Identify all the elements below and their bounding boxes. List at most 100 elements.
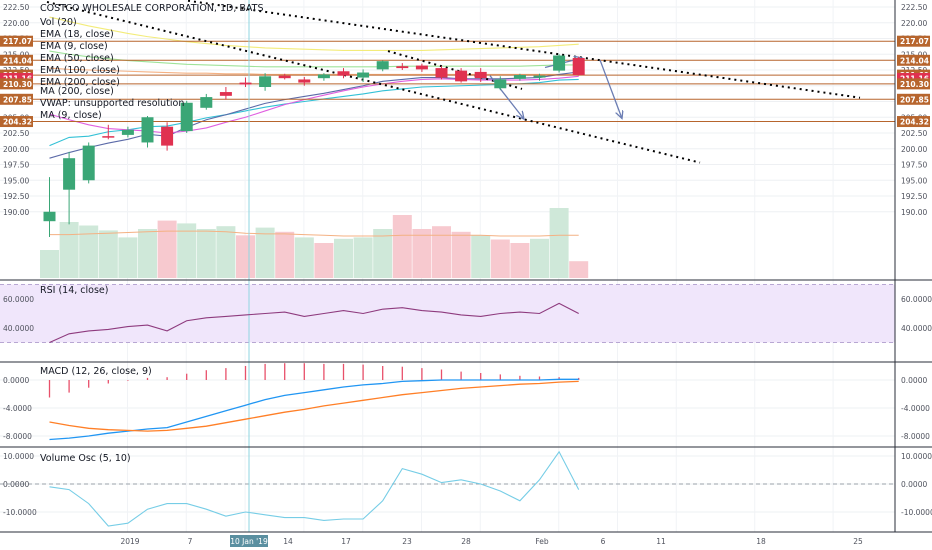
candle-body bbox=[200, 97, 213, 108]
ema-18-line bbox=[49, 78, 579, 147]
price-tick-left: 195.00 bbox=[3, 176, 29, 185]
price-tick-left: 222.50 bbox=[3, 3, 29, 12]
time-axis[interactable]: 2019 7 10 Jan '19 14 17 23 28 Feb 6 11 18 25 bbox=[120, 535, 863, 547]
price-marker-bg bbox=[897, 93, 930, 105]
candle-body bbox=[63, 158, 76, 190]
volume-bar bbox=[196, 229, 216, 278]
price-marker-bg bbox=[0, 78, 33, 90]
trend-line-upper[interactable] bbox=[187, 0, 861, 99]
volume-bar bbox=[118, 237, 138, 278]
price-marker-value: 217.07 bbox=[900, 37, 929, 46]
candle-body bbox=[494, 79, 507, 89]
volume-osc-label: Volume Osc (5, 10) bbox=[40, 453, 131, 464]
ema-100-line bbox=[49, 16, 579, 52]
price-marker-value: 214.04 bbox=[3, 56, 32, 65]
candle-body bbox=[553, 55, 566, 71]
price-tick-left: 202.50 bbox=[3, 129, 29, 138]
price-marker-bg bbox=[0, 116, 33, 128]
price-marker-bg bbox=[897, 35, 930, 47]
price-marker-bg bbox=[897, 54, 930, 66]
price-marker-value: 204.32 bbox=[900, 118, 929, 127]
macd-signal-line bbox=[49, 380, 579, 432]
price-axis[interactable]: 222.50222.50220.00220.00217.50217.50215.… bbox=[0, 3, 932, 517]
ema-9-line bbox=[49, 71, 579, 159]
volume-osc-line bbox=[49, 450, 580, 527]
price-tick-right: 192.50 bbox=[901, 192, 927, 201]
volume-bar bbox=[353, 237, 373, 278]
macd-tick-right: 0.0000 bbox=[901, 376, 927, 385]
price-marker-right: 204.32 bbox=[897, 116, 930, 128]
candle-body bbox=[415, 65, 428, 70]
legend-item: EMA (50, close) bbox=[40, 53, 114, 64]
rsi-tick-right: 40.0000 bbox=[901, 324, 932, 333]
candle-body bbox=[435, 68, 448, 78]
pane-separators[interactable] bbox=[0, 0, 932, 533]
candle-body bbox=[357, 72, 370, 78]
date-label: 6 bbox=[601, 537, 606, 546]
ma-200-line bbox=[49, 67, 579, 75]
volume-bar bbox=[373, 229, 393, 278]
candles bbox=[43, 54, 585, 237]
legend-item: MA (200, close) bbox=[40, 86, 114, 97]
price-tick-left: 192.50 bbox=[3, 192, 29, 201]
price-tick-left: 190.00 bbox=[3, 208, 29, 217]
price-tick-right: 190.00 bbox=[901, 208, 927, 217]
date-label: 25 bbox=[853, 537, 863, 546]
volume-bar bbox=[510, 243, 530, 278]
price-marker-bg bbox=[0, 54, 33, 66]
indicator-lines bbox=[48, 302, 580, 527]
volume-bar bbox=[255, 227, 275, 278]
price-marker-value: 204.32 bbox=[3, 118, 32, 127]
rsi-tick-left: 60.0000 bbox=[3, 295, 34, 304]
price-marker-bg bbox=[897, 78, 930, 90]
price-marker-value: 210.30 bbox=[900, 80, 929, 89]
ema-50-line bbox=[49, 50, 579, 68]
candle-body bbox=[259, 76, 272, 88]
volume-bar bbox=[40, 250, 59, 278]
volume-bar bbox=[157, 220, 177, 278]
volume-bar bbox=[216, 226, 236, 278]
rsi-band-fill bbox=[0, 284, 895, 343]
price-marker-right: 207.85 bbox=[897, 93, 930, 105]
moving-averages bbox=[49, 16, 579, 159]
macd-line bbox=[49, 378, 579, 441]
price-marker-value: 210.30 bbox=[3, 80, 32, 89]
price-tick-right: 222.50 bbox=[901, 3, 927, 12]
macd-tick-right: -4.0000 bbox=[901, 404, 930, 413]
candle-body bbox=[298, 79, 311, 83]
vosc-tick-right: -10.0000 bbox=[901, 508, 932, 517]
price-marker-left: 217.07 bbox=[0, 35, 33, 47]
legend-item: MA (9, close) bbox=[40, 110, 102, 121]
date-label: 17 bbox=[341, 537, 351, 546]
legend-title: COSTCO WHOLESALE CORPORATION, 1D, BATS bbox=[40, 3, 263, 14]
candle-body bbox=[396, 66, 409, 69]
price-marker-left: 204.32 bbox=[0, 116, 33, 128]
price-marker-left: 214.04 bbox=[0, 54, 33, 66]
candle-body bbox=[43, 211, 56, 222]
volume-bar bbox=[275, 231, 295, 278]
macd-tick-left: -8.0000 bbox=[3, 432, 32, 441]
vosc-tick-left: -10.0000 bbox=[3, 508, 37, 517]
price-marker-left: 207.85 bbox=[0, 93, 33, 105]
candle-body bbox=[219, 92, 232, 96]
candle-body bbox=[455, 70, 468, 82]
date-label: Feb bbox=[535, 537, 549, 546]
volume-bar bbox=[530, 238, 549, 278]
volume-bar bbox=[98, 230, 118, 278]
legend: COSTCO WHOLESALE CORPORATION, 1D, BATS V… bbox=[40, 3, 263, 121]
price-tick-left: 197.50 bbox=[3, 161, 29, 170]
price-marker-right: 214.04 bbox=[897, 54, 930, 66]
projection-arrow[interactable] bbox=[599, 59, 622, 119]
price-marker-value: 214.04 bbox=[900, 56, 929, 65]
candle-body bbox=[141, 117, 154, 143]
candle-body bbox=[121, 129, 134, 135]
candle-body bbox=[317, 74, 330, 79]
candle-body bbox=[572, 58, 585, 76]
trend-line-lower[interactable] bbox=[46, 0, 701, 164]
volume-ma-line bbox=[49, 230, 579, 237]
rsi-label: RSI (14, close) bbox=[40, 285, 108, 296]
price-tick-right: 195.00 bbox=[901, 176, 927, 185]
legend-item: EMA (18, close) bbox=[40, 29, 114, 40]
legend-item: EMA (9, close) bbox=[40, 41, 108, 52]
